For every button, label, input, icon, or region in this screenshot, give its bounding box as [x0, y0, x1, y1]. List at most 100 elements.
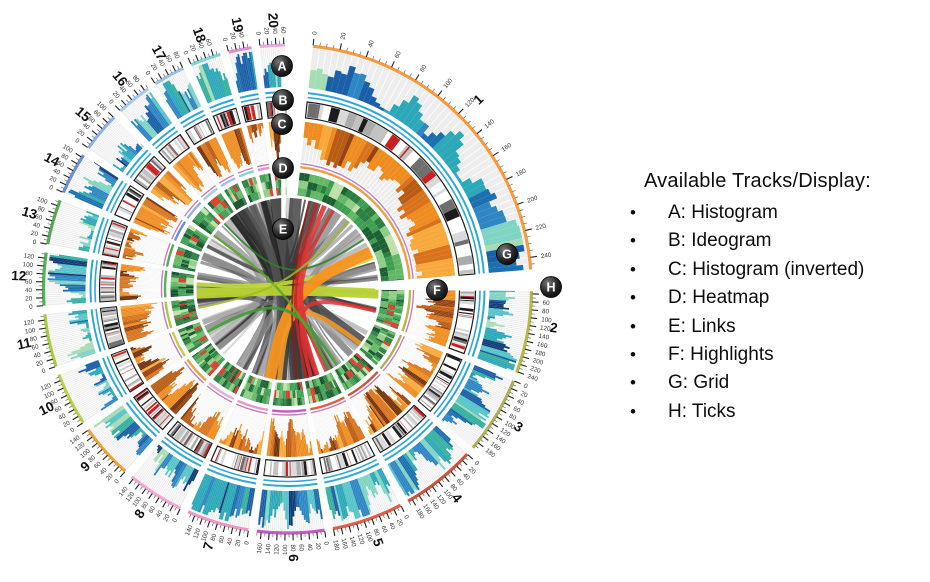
svg-text:H: H	[546, 280, 555, 294]
svg-text:40: 40	[52, 167, 62, 177]
svg-text:240: 240	[540, 252, 552, 260]
svg-text:80: 80	[419, 63, 429, 73]
svg-text:0: 0	[144, 70, 152, 77]
svg-text:180: 180	[414, 507, 426, 520]
svg-text:120: 120	[273, 544, 280, 555]
svg-text:20: 20	[30, 230, 39, 238]
bullet-icon: •	[630, 231, 636, 251]
svg-text:80: 80	[131, 74, 141, 84]
svg-text:160: 160	[500, 142, 513, 154]
svg-text:40: 40	[367, 39, 376, 48]
track-legend-item: • D: Heatmap	[628, 287, 928, 315]
svg-text:60: 60	[279, 26, 286, 34]
svg-text:60: 60	[93, 460, 103, 470]
svg-text:19: 19	[229, 16, 247, 34]
svg-text:40: 40	[99, 466, 109, 476]
circos-figure: 0204060801001201401601802002202401020406…	[11, 12, 562, 562]
svg-text:80: 80	[210, 533, 219, 542]
svg-text:0: 0	[322, 541, 330, 546]
svg-text:200: 200	[532, 357, 545, 367]
svg-text:160: 160	[256, 542, 264, 554]
svg-text:40: 40	[516, 398, 526, 408]
svg-text:20: 20	[314, 542, 322, 550]
track-legend-item-label: E: Links	[668, 315, 736, 337]
svg-text:C: C	[277, 117, 286, 131]
svg-text:140: 140	[348, 536, 358, 548]
svg-text:20: 20	[188, 44, 197, 54]
svg-text:80: 80	[542, 308, 550, 316]
svg-text:0: 0	[523, 382, 529, 390]
track-marker-h: H	[540, 276, 562, 298]
bullet-icon: •	[630, 401, 636, 421]
svg-text:13: 13	[20, 204, 39, 223]
svg-text:40: 40	[196, 41, 205, 50]
track-legend-item: • E: Links	[628, 316, 928, 344]
svg-text:40: 40	[81, 122, 91, 132]
svg-text:100: 100	[36, 196, 49, 206]
svg-text:40: 40	[461, 472, 471, 482]
track-legend-item-label: H: Ticks	[668, 400, 736, 422]
svg-text:100: 100	[61, 143, 74, 155]
svg-text:2: 2	[549, 320, 559, 336]
svg-text:80: 80	[140, 500, 150, 510]
circos-plot: 0204060801001201401601802002202401020406…	[11, 12, 562, 562]
bullet-icon: •	[630, 288, 636, 308]
svg-text:80: 80	[372, 528, 381, 537]
svg-text:0: 0	[69, 426, 76, 434]
svg-text:60: 60	[31, 343, 40, 352]
track-marker-a: A	[271, 55, 293, 77]
svg-text:180: 180	[515, 167, 528, 178]
svg-text:0: 0	[41, 367, 47, 375]
svg-text:17: 17	[149, 42, 169, 62]
track-legend-item-label: C: Histogram (inverted)	[668, 258, 865, 280]
svg-text:20: 20	[62, 419, 72, 429]
karyotype-ring	[41, 43, 534, 535]
svg-text:B: B	[278, 93, 287, 107]
svg-text:20: 20	[519, 390, 529, 399]
inverted-histogram-track-C	[119, 121, 456, 458]
track-marker-d: D	[272, 157, 294, 179]
svg-text:60: 60	[512, 405, 522, 415]
bullet-icon: •	[630, 316, 636, 336]
svg-text:F: F	[433, 283, 441, 297]
svg-text:220: 220	[535, 223, 547, 232]
svg-text:100: 100	[22, 261, 34, 269]
svg-text:G: G	[502, 247, 512, 261]
svg-text:20: 20	[265, 12, 281, 28]
track-legend-item-label: D: Heatmap	[668, 287, 770, 309]
svg-text:11: 11	[16, 335, 34, 353]
svg-text:20: 20	[234, 539, 242, 548]
svg-text:140: 140	[184, 524, 195, 537]
tracks-panel-heading: Available Tracks/Display:	[644, 170, 871, 192]
svg-text:12: 12	[11, 268, 27, 284]
svg-text:0: 0	[74, 137, 81, 145]
svg-text:20: 20	[25, 295, 33, 302]
track-legend-item-label: B: Ideogram	[668, 230, 772, 252]
svg-text:80: 80	[29, 335, 38, 343]
track-marker-e: E	[272, 218, 294, 240]
svg-text:40: 40	[32, 221, 41, 230]
svg-text:40: 40	[271, 27, 278, 35]
svg-text:60: 60	[455, 477, 465, 487]
svg-text:A: A	[277, 59, 286, 73]
svg-text:120: 120	[192, 527, 202, 540]
svg-text:120: 120	[356, 533, 366, 546]
svg-text:20: 20	[467, 466, 477, 476]
svg-text:0: 0	[107, 98, 115, 106]
svg-text:60: 60	[25, 279, 33, 286]
svg-text:40: 40	[156, 58, 166, 68]
svg-text:60: 60	[218, 535, 227, 544]
svg-text:60: 60	[86, 115, 96, 125]
svg-text:60: 60	[56, 160, 66, 170]
svg-text:10: 10	[36, 398, 56, 418]
svg-text:100: 100	[24, 327, 36, 336]
svg-text:60: 60	[297, 544, 304, 552]
track-legend-item: • F: Highlights	[628, 344, 928, 372]
bullet-icon: •	[630, 203, 636, 222]
highlight-track-F	[281, 52, 562, 292]
heatmap-track-D	[170, 172, 405, 406]
histogram-track-A	[47, 51, 526, 530]
bullet-icon: •	[630, 373, 636, 393]
svg-text:0: 0	[113, 478, 121, 486]
track-legend-item: • A: Histogram	[628, 202, 928, 230]
